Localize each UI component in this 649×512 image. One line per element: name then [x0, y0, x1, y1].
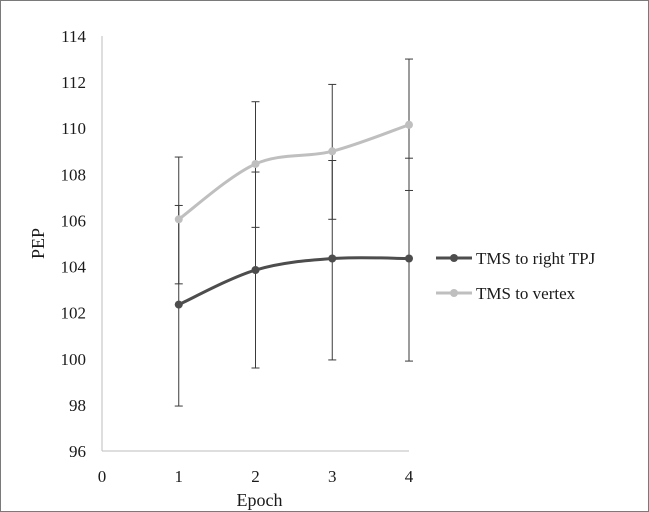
data-point-vertex [174, 215, 183, 224]
data-point-vertex [405, 120, 413, 129]
series-line-right-tpj [177, 256, 411, 307]
y-tick-label: 96 [69, 442, 86, 461]
x-tick-labels: 0 1 2 3 4 [98, 467, 414, 486]
x-tick-label: 1 [175, 467, 184, 486]
data-point-right-tpj [251, 266, 260, 275]
legend-item-vertex: TMS to vertex [436, 284, 576, 303]
data-point-right-tpj [328, 254, 337, 263]
data-point-right-tpj [174, 300, 183, 309]
x-tick-label: 0 [98, 467, 107, 486]
y-tick-label: 114 [61, 27, 86, 46]
x-tick-label: 3 [328, 467, 337, 486]
legend-marker-right-tpj [450, 254, 458, 262]
y-tick-label: 106 [61, 211, 87, 230]
y-tick-label: 112 [61, 73, 86, 92]
x-tick-label: 2 [251, 467, 260, 486]
legend-label-vertex: TMS to vertex [476, 284, 576, 303]
y-tick-label: 102 [61, 304, 87, 323]
y-tick-labels: 96 98 100 102 104 106 108 110 112 114 [61, 27, 87, 461]
y-tick-label: 104 [61, 258, 87, 277]
series-lines [177, 123, 411, 307]
data-point-right-tpj [405, 254, 413, 263]
legend: TMS to right TPJ TMS to vertex [436, 249, 596, 303]
legend-item-right-tpj: TMS to right TPJ [436, 249, 596, 268]
data-point-vertex [251, 159, 260, 168]
y-tick-label: 100 [61, 350, 87, 369]
y-axis-title: PEP [28, 228, 48, 259]
y-tick-label: 98 [69, 396, 86, 415]
error-bars [174, 58, 413, 407]
y-tick-label: 108 [61, 165, 87, 184]
legend-label-right-tpj: TMS to right TPJ [476, 249, 596, 268]
series-line-vertex [177, 123, 411, 221]
legend-marker-vertex [450, 289, 458, 297]
x-tick-label: 4 [405, 467, 414, 486]
axes [101, 36, 409, 452]
series-points [174, 120, 413, 309]
data-point-vertex [328, 147, 337, 156]
x-axis-title: Epoch [237, 490, 283, 510]
y-tick-label: 110 [61, 119, 86, 138]
